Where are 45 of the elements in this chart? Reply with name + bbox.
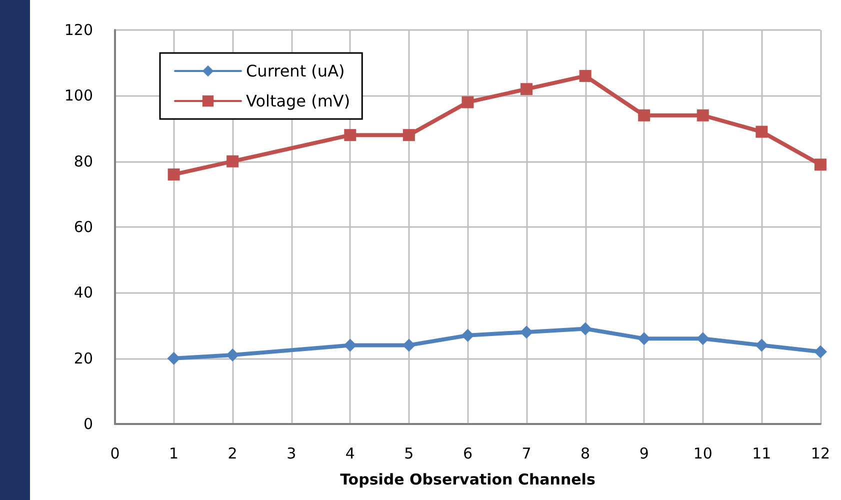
point: [168, 168, 180, 180]
x-tick-label: 10: [693, 444, 712, 462]
point: [578, 322, 592, 336]
x-tick-label: 4: [345, 444, 355, 462]
x-tick-label: 0: [110, 444, 120, 462]
y-tick-label: 20: [74, 349, 93, 368]
x-axis-title: Topside Observation Channels: [340, 470, 596, 488]
x-tick-label: 6: [462, 444, 472, 462]
y-tick-label: 60: [74, 218, 93, 236]
point: [226, 348, 240, 362]
point: [579, 70, 592, 82]
point: [344, 338, 357, 352]
x-tick-label: 9: [639, 444, 649, 462]
point: [638, 109, 650, 122]
point: [756, 126, 768, 138]
legend-label: Voltage (mV): [246, 92, 350, 110]
point: [461, 328, 474, 342]
x-tick-label: 11: [752, 444, 772, 462]
y-tick-label: 80: [74, 152, 93, 170]
point: [814, 158, 826, 171]
legend-label: Current (uA): [246, 62, 345, 80]
point: [755, 338, 768, 352]
x-tick-label: 7: [522, 444, 532, 462]
point: [462, 96, 474, 108]
x-tick-label: 1: [169, 444, 179, 462]
point: [226, 155, 239, 168]
y-tick-label: 40: [74, 284, 93, 302]
x-tick-label: 3: [286, 444, 296, 462]
point: [814, 345, 827, 358]
x-tick-label: 12: [810, 444, 830, 462]
x-tick-label: 2: [228, 444, 238, 462]
point: [696, 332, 710, 346]
point: [520, 326, 534, 339]
point: [402, 338, 416, 352]
x-tick-label: 5: [404, 444, 414, 462]
point: [638, 332, 651, 346]
x-tick-label: 8: [580, 444, 590, 462]
point: [344, 129, 356, 142]
y-tick-label: 100: [64, 86, 93, 105]
point: [402, 129, 415, 142]
point: [167, 352, 180, 365]
y-tick-label: 0: [83, 415, 93, 433]
point: [520, 83, 533, 96]
y-tick-label: 120: [64, 21, 93, 39]
point: [696, 109, 709, 122]
